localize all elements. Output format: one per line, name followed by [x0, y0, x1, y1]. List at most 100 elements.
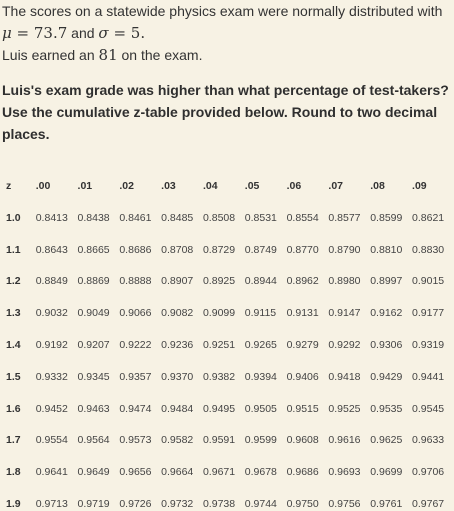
probability-cell: 0.9357 — [119, 370, 152, 383]
probability-cell: 0.9049 — [77, 307, 110, 320]
problem-statement: The scores on a statewide physics exam w… — [0, 0, 454, 66]
probability-cell: 0.9332 — [35, 370, 68, 383]
z-value: 1.6 — [6, 402, 21, 415]
table-row: 1.0 0.8413 0.8438 0.8461 0.8485 0.8508 0.8531 0… — [0, 202, 454, 234]
probability-cell: 0.8461 — [119, 211, 152, 224]
z-value: 1.5 — [6, 370, 21, 383]
probability-cell: 0.9162 — [370, 307, 403, 320]
probability-cell: 0.8729 — [202, 243, 236, 256]
probability-cell: 0.9641 — [35, 466, 68, 479]
table-row: 1.3 0.9032 0.9049 0.9066 0.9082 0.9099 0.9115 0… — [0, 297, 454, 329]
probability-cell: 0.8554 — [286, 211, 319, 224]
probability-cell: 0.9292 — [328, 339, 361, 352]
probability-cell: 0.9599 — [244, 434, 277, 447]
probability-cell: 0.9744 — [244, 498, 277, 511]
probability-cell: 0.8888 — [119, 275, 152, 288]
probability-cell: 0.9564 — [77, 434, 110, 447]
probability-cell: 0.8643 — [35, 243, 68, 256]
probability-cell: 0.9418 — [328, 370, 361, 383]
probability-cell: 0.8962 — [286, 275, 319, 288]
probability-cell: 0.9394 — [244, 370, 277, 383]
z-value: 1.8 — [6, 466, 21, 479]
probability-cell: 0.8531 — [244, 211, 277, 224]
probability-cell: 0.9441 — [412, 370, 445, 383]
column-header: .07 — [328, 180, 344, 192]
probability-cell: 0.9032 — [35, 307, 68, 320]
probability-cell: 0.8438 — [77, 211, 110, 224]
probability-cell: 0.9633 — [412, 434, 445, 447]
probability-cell: 0.9222 — [119, 339, 152, 352]
probability-cell: 0.9678 — [244, 466, 277, 479]
probability-cell: 0.9515 — [286, 402, 319, 415]
probability-cell: 0.9545 — [412, 402, 445, 415]
column-header: .05 — [244, 180, 260, 192]
probability-cell: 0.9484 — [161, 402, 194, 415]
probability-cell: 0.8665 — [77, 243, 110, 256]
column-header: .04 — [202, 180, 218, 192]
probability-cell: 0.9719 — [77, 498, 110, 511]
z-value: 1.2 — [6, 275, 21, 288]
score-prefix: Luis earned an — [2, 47, 95, 63]
table-row: 1.1 0.8643 0.8665 0.8686 0.8708 0.8729 0.8749 0… — [0, 234, 454, 266]
probability-cell: 0.9693 — [328, 466, 361, 479]
intro-line-1: The scores on a statewide physics exam w… — [2, 0, 454, 22]
z-column-header: z — [6, 180, 12, 192]
probability-cell: 0.9406 — [286, 370, 319, 383]
probability-cell: 0.9192 — [35, 339, 68, 352]
probability-cell: 0.9535 — [370, 402, 403, 415]
probability-cell: 0.9147 — [328, 307, 361, 320]
mu-symbol: μ — [2, 24, 12, 42]
column-header: .02 — [119, 180, 134, 192]
probability-cell: 0.9750 — [286, 498, 319, 511]
probability-cell: 0.9015 — [412, 275, 445, 288]
probability-cell: 0.8485 — [161, 211, 194, 224]
z-value: 1.1 — [6, 243, 21, 256]
probability-cell: 0.8810 — [370, 243, 403, 256]
probability-cell: 0.8907 — [161, 275, 194, 288]
table-row: 1.4 0.9192 0.9207 0.9222 0.9236 0.9251 0.9265 0… — [0, 329, 454, 361]
intro-text: The scores on a statewide physics exam w… — [2, 3, 443, 19]
probability-cell: 0.9767 — [412, 498, 445, 511]
z-value: 1.7 — [6, 434, 21, 447]
probability-cell: 0.9345 — [77, 370, 110, 383]
probability-cell: 0.8599 — [370, 211, 403, 224]
probability-cell: 0.8749 — [244, 243, 277, 256]
probability-cell: 0.9732 — [161, 498, 194, 511]
probability-cell: 0.9306 — [370, 339, 403, 352]
probability-cell: 0.9582 — [161, 434, 194, 447]
probability-cell: 0.9131 — [286, 307, 319, 320]
probability-cell: 0.9505 — [244, 402, 277, 415]
sigma-value: = 5. — [113, 24, 146, 42]
z-value: 1.0 — [6, 211, 21, 224]
probability-cell: 0.8830 — [412, 243, 445, 256]
column-header: .08 — [370, 180, 385, 192]
probability-cell: 0.8790 — [328, 243, 361, 256]
z-value: 1.4 — [6, 339, 21, 352]
probability-cell: 0.9699 — [370, 466, 403, 479]
probability-cell: 0.8508 — [202, 211, 236, 224]
probability-cell: 0.9115 — [244, 307, 277, 320]
score-suffix: on the exam. — [121, 47, 203, 63]
score-value: 81 — [98, 46, 118, 64]
table-row: 1.8 0.9641 0.9649 0.9656 0.9664 0.9671 0.9678 0… — [0, 456, 454, 488]
probability-cell: 0.9099 — [202, 307, 236, 320]
column-header: .00 — [35, 180, 51, 192]
probability-cell: 0.9463 — [77, 402, 110, 415]
probability-cell: 0.9649 — [77, 466, 110, 479]
intro-line-3: Luis earned an 81 on the exam. — [2, 44, 454, 66]
probability-cell: 0.8708 — [161, 243, 194, 256]
probability-cell: 0.9686 — [286, 466, 319, 479]
probability-cell: 0.9370 — [161, 370, 194, 383]
probability-cell: 0.8869 — [77, 275, 110, 288]
probability-cell: 0.9656 — [119, 466, 152, 479]
probability-cell: 0.9236 — [161, 339, 194, 352]
table-row: 1.7 0.9554 0.9564 0.9573 0.9582 0.9591 0.9599 0… — [0, 425, 454, 457]
probability-cell: 0.9573 — [119, 434, 152, 447]
probability-cell: 0.9082 — [161, 307, 194, 320]
question-text: Luis's exam grade was higher than what p… — [2, 82, 449, 142]
probability-cell: 0.9251 — [202, 339, 236, 352]
column-header: .09 — [412, 180, 427, 192]
probability-cell: 0.9452 — [35, 402, 68, 415]
z-value: 1.9 — [6, 498, 21, 511]
